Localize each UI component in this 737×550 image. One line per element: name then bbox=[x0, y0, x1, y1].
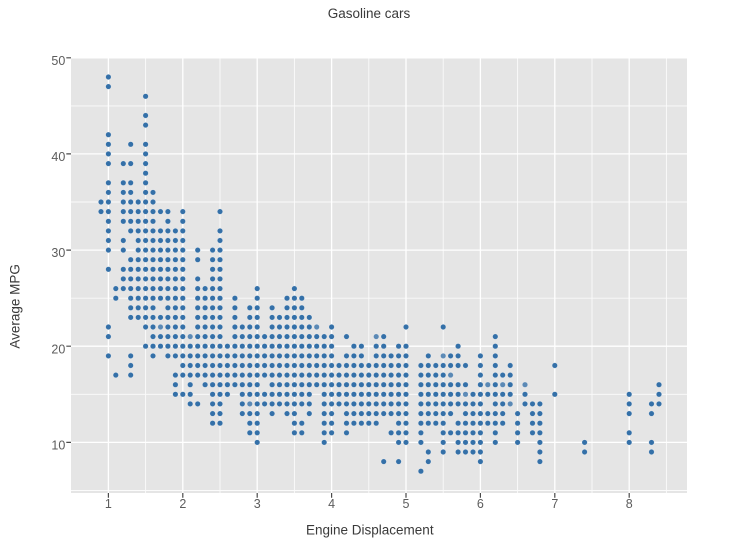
svg-text:4: 4 bbox=[328, 497, 335, 511]
svg-text:50: 50 bbox=[51, 54, 65, 68]
svg-text:30: 30 bbox=[51, 246, 65, 260]
svg-text:Gasoline cars: Gasoline cars bbox=[328, 6, 411, 21]
svg-text:8: 8 bbox=[626, 497, 633, 511]
svg-text:20: 20 bbox=[51, 342, 65, 356]
svg-text:1: 1 bbox=[105, 497, 112, 511]
svg-text:2: 2 bbox=[179, 497, 186, 511]
svg-text:10: 10 bbox=[51, 439, 65, 453]
svg-text:40: 40 bbox=[51, 150, 65, 164]
svg-text:6: 6 bbox=[477, 497, 484, 511]
svg-text:Average MPG: Average MPG bbox=[8, 264, 23, 349]
svg-text:7: 7 bbox=[551, 497, 558, 511]
svg-text:Engine Displacement: Engine Displacement bbox=[306, 523, 434, 538]
svg-text:5: 5 bbox=[403, 497, 410, 511]
svg-text:3: 3 bbox=[254, 497, 261, 511]
